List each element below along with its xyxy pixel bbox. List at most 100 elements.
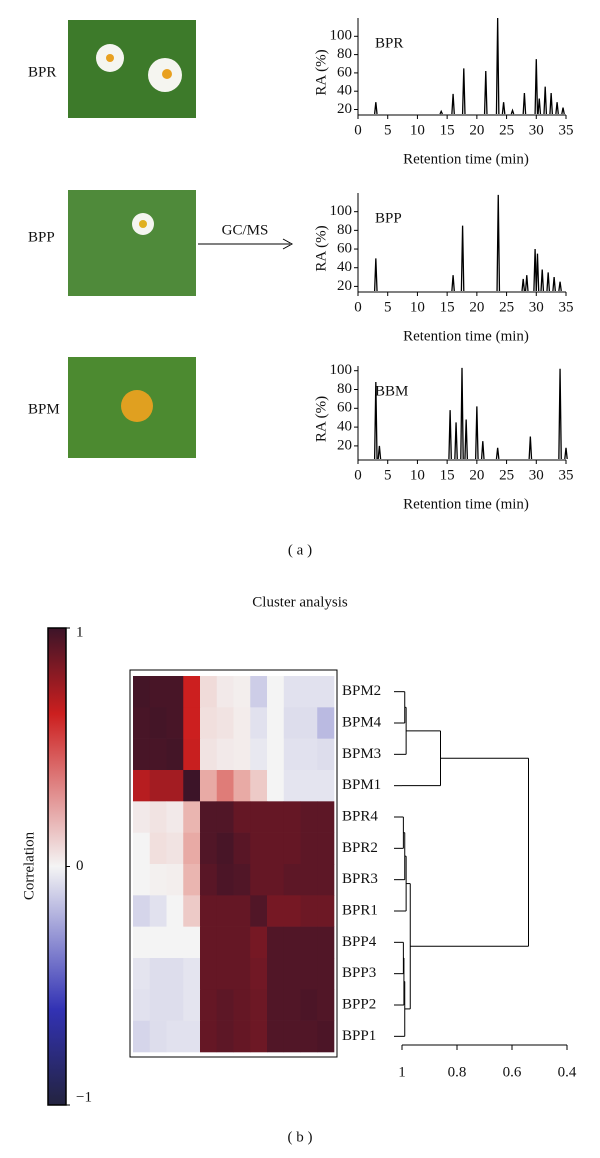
heatmap-cell xyxy=(317,738,335,771)
y-tick-label: 60 xyxy=(337,64,352,80)
panel-label: ( a ) xyxy=(288,542,312,558)
peak xyxy=(451,93,455,115)
peak xyxy=(521,278,526,292)
heatmap-cell xyxy=(149,832,167,865)
peak xyxy=(558,281,562,292)
heatmap-cell xyxy=(200,926,218,959)
heatmap-cell xyxy=(149,676,167,708)
y-tick-label: 80 xyxy=(337,222,352,238)
x-tick-label: 0.6 xyxy=(503,1064,522,1080)
heatmap-cell xyxy=(200,958,218,990)
y-tick-label: 80 xyxy=(337,381,352,397)
heatmap-cell xyxy=(250,801,268,833)
y-tick-label: 60 xyxy=(337,400,352,416)
heatmap-cell xyxy=(317,864,335,896)
heatmap-cell xyxy=(133,676,151,708)
heatmap-cell xyxy=(250,989,268,1021)
heatmap-cell xyxy=(283,832,301,865)
x-tick-label: 15 xyxy=(440,122,455,138)
heatmap-cell xyxy=(216,832,234,865)
heatmap-cell xyxy=(133,707,151,739)
row-label: BPP2 xyxy=(342,996,376,1012)
x-tick-label: 0.4 xyxy=(558,1064,577,1080)
method-label: GC/MS xyxy=(222,222,269,238)
heatmap-cell xyxy=(267,770,285,802)
peak xyxy=(524,275,529,292)
peak xyxy=(558,368,562,460)
peak xyxy=(495,447,500,460)
peak xyxy=(564,447,568,460)
peak xyxy=(549,93,553,115)
heatmap-cell xyxy=(183,989,201,1021)
heatmap-cell xyxy=(183,770,201,802)
x-tick-label: 35 xyxy=(559,122,574,138)
heatmap-cell xyxy=(283,958,301,990)
peak xyxy=(448,410,452,460)
row-label: BPP4 xyxy=(342,934,377,950)
row-label: BPP1 xyxy=(342,1028,376,1044)
heatmap-cell xyxy=(250,770,268,802)
sample-label: BPR xyxy=(28,64,56,80)
heatmap-cell xyxy=(317,926,335,959)
colorbar-tick-label: 0 xyxy=(76,858,84,874)
heatmap-cell xyxy=(283,676,301,708)
heatmap-cell xyxy=(183,1020,201,1053)
heatmap-cell xyxy=(166,895,184,927)
x-axis-label: Retention time (min) xyxy=(403,151,529,167)
x-tick-label: 25 xyxy=(499,122,514,138)
peak xyxy=(528,436,533,460)
panel-title: Cluster analysis xyxy=(252,594,348,610)
row-label: BPP3 xyxy=(342,965,376,981)
flower-center xyxy=(162,69,172,79)
arrow-head xyxy=(282,238,294,250)
row-label: BPR4 xyxy=(342,808,378,824)
heatmap-cell xyxy=(317,958,335,990)
heatmap-cell xyxy=(200,770,218,802)
heatmap-cell xyxy=(200,707,218,739)
heatmap-cell xyxy=(216,926,234,959)
heatmap-cell xyxy=(300,895,318,927)
heatmap-cell xyxy=(250,676,268,708)
peak xyxy=(522,93,527,115)
heatmap-cell xyxy=(216,801,234,833)
y-axis-label: RA (%) xyxy=(313,225,329,271)
heatmap-cell xyxy=(250,895,268,927)
x-tick-label: 10 xyxy=(410,299,425,315)
x-tick-label: 35 xyxy=(559,299,574,315)
x-tick-label: 0 xyxy=(354,122,362,138)
heatmap-cell xyxy=(166,958,184,990)
colorbar-tick-label: −1 xyxy=(76,1089,92,1105)
x-tick-label: 15 xyxy=(440,299,455,315)
heatmap-cell xyxy=(233,1020,251,1053)
x-tick-label: 1 xyxy=(398,1064,406,1080)
peak xyxy=(439,109,443,115)
heatmap-cell xyxy=(300,738,318,771)
peak xyxy=(483,71,488,115)
heatmap-cell xyxy=(166,926,184,959)
flower-center xyxy=(139,220,147,228)
row-label: BPR1 xyxy=(342,902,378,918)
x-tick-label: 10 xyxy=(410,122,425,138)
heatmap-cell xyxy=(149,864,167,896)
peak xyxy=(555,102,559,115)
heatmap-cell xyxy=(250,707,268,739)
x-tick-label: 30 xyxy=(529,467,544,483)
heatmap-cell xyxy=(133,832,151,865)
heatmap-cell xyxy=(233,926,251,959)
heatmap-cell xyxy=(166,738,184,771)
heatmap-cell xyxy=(267,832,285,865)
heatmap-cell xyxy=(267,989,285,1021)
flower xyxy=(121,390,153,422)
colorbar xyxy=(47,627,67,1106)
heatmap-cell xyxy=(300,1020,318,1053)
heatmap-cell xyxy=(149,926,167,959)
heatmap-cell xyxy=(300,989,318,1021)
heatmap-cell xyxy=(166,770,184,802)
row-label: BPR2 xyxy=(342,840,378,856)
heatmap-cell xyxy=(233,864,251,896)
heatmap-cell xyxy=(133,895,151,927)
y-tick-label: 100 xyxy=(330,362,353,378)
heatmap-cell xyxy=(200,738,218,771)
heatmap-frame xyxy=(129,669,338,1058)
